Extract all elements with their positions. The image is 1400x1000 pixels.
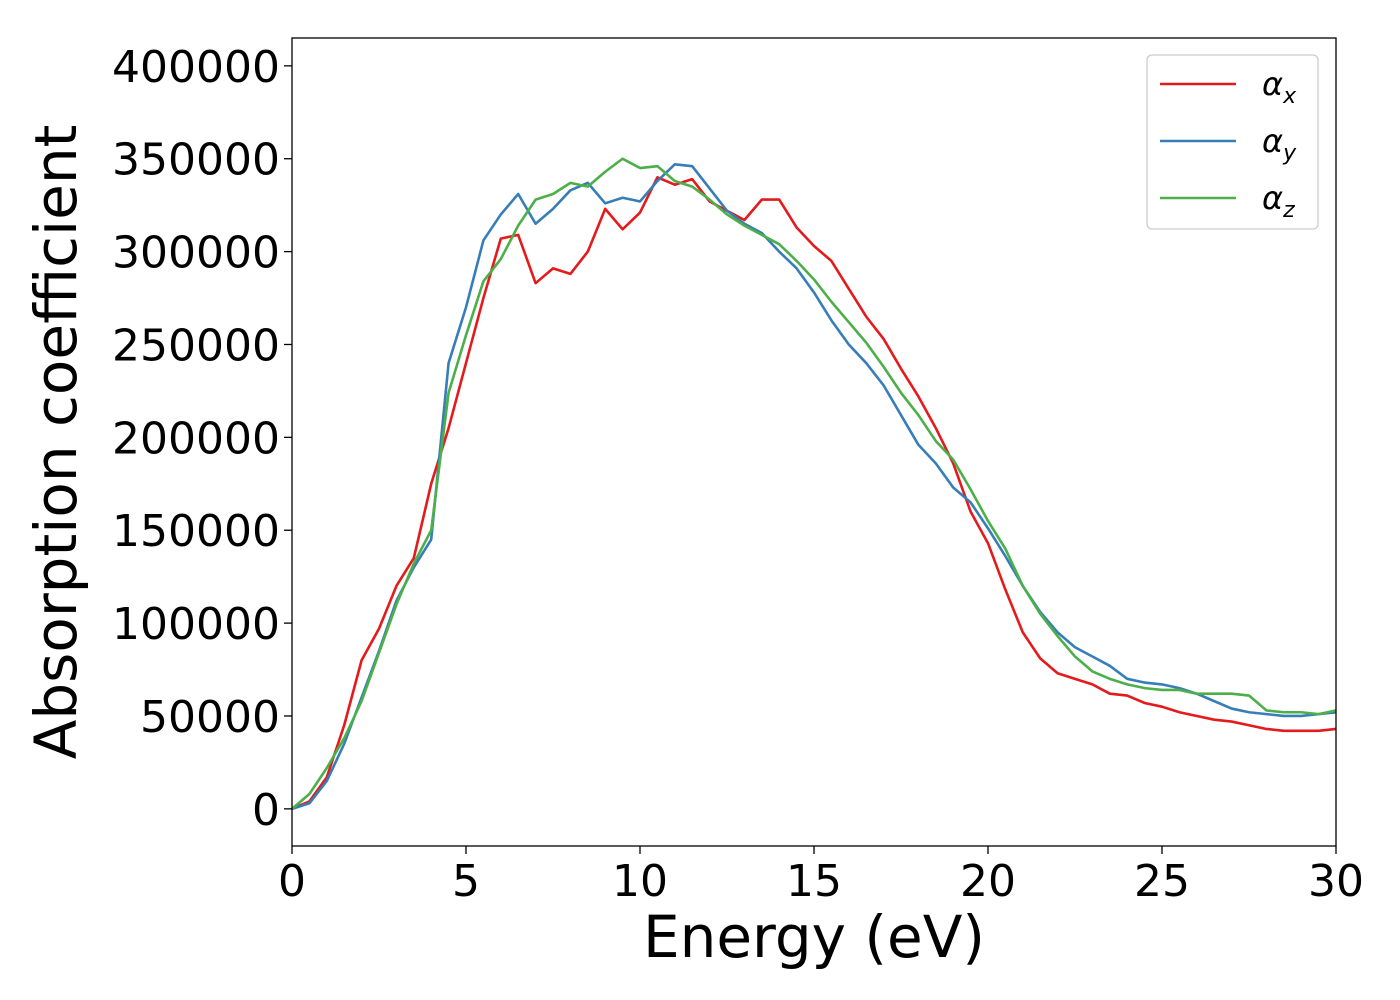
legend-label-y: αy xyxy=(1262,122,1297,166)
x-tick-label: 15 xyxy=(786,856,842,907)
series-line-y xyxy=(292,163,1336,811)
x-tick-label: 30 xyxy=(1308,856,1364,907)
x-tick-label: 0 xyxy=(278,856,306,907)
y-axis: 0 50000 100000 150000 200000 250000 300000 3500… xyxy=(112,42,292,836)
y-tick-label: 100000 xyxy=(112,599,280,650)
x-tick-label: 10 xyxy=(612,856,668,907)
x-axis: 0 5 10 15 20 25 30 xyxy=(278,846,1364,907)
x-tick-label: 5 xyxy=(452,856,480,907)
y-tick-label: 350000 xyxy=(112,135,280,186)
series-layer xyxy=(292,157,1336,811)
legend-label-x: αx xyxy=(1262,65,1297,109)
y-tick-label: 250000 xyxy=(112,320,280,371)
legend-label-z: αz xyxy=(1262,179,1295,223)
x-axis-title: Energy (eV) xyxy=(643,903,985,971)
y-tick-label: 150000 xyxy=(112,506,280,557)
x-tick-label: 25 xyxy=(1134,856,1190,907)
series-line-x xyxy=(292,176,1336,811)
y-tick-label: 400000 xyxy=(112,42,280,93)
x-tick-label: 20 xyxy=(960,856,1016,907)
y-tick-label: 200000 xyxy=(112,413,280,464)
y-tick-label: 300000 xyxy=(112,228,280,279)
y-tick-label: 50000 xyxy=(140,692,280,743)
legend: αx αy αz xyxy=(1146,54,1319,230)
y-axis-title: Absorption coefficient xyxy=(22,125,90,760)
series-line-z xyxy=(292,157,1336,811)
y-tick-label: 0 xyxy=(252,785,280,836)
